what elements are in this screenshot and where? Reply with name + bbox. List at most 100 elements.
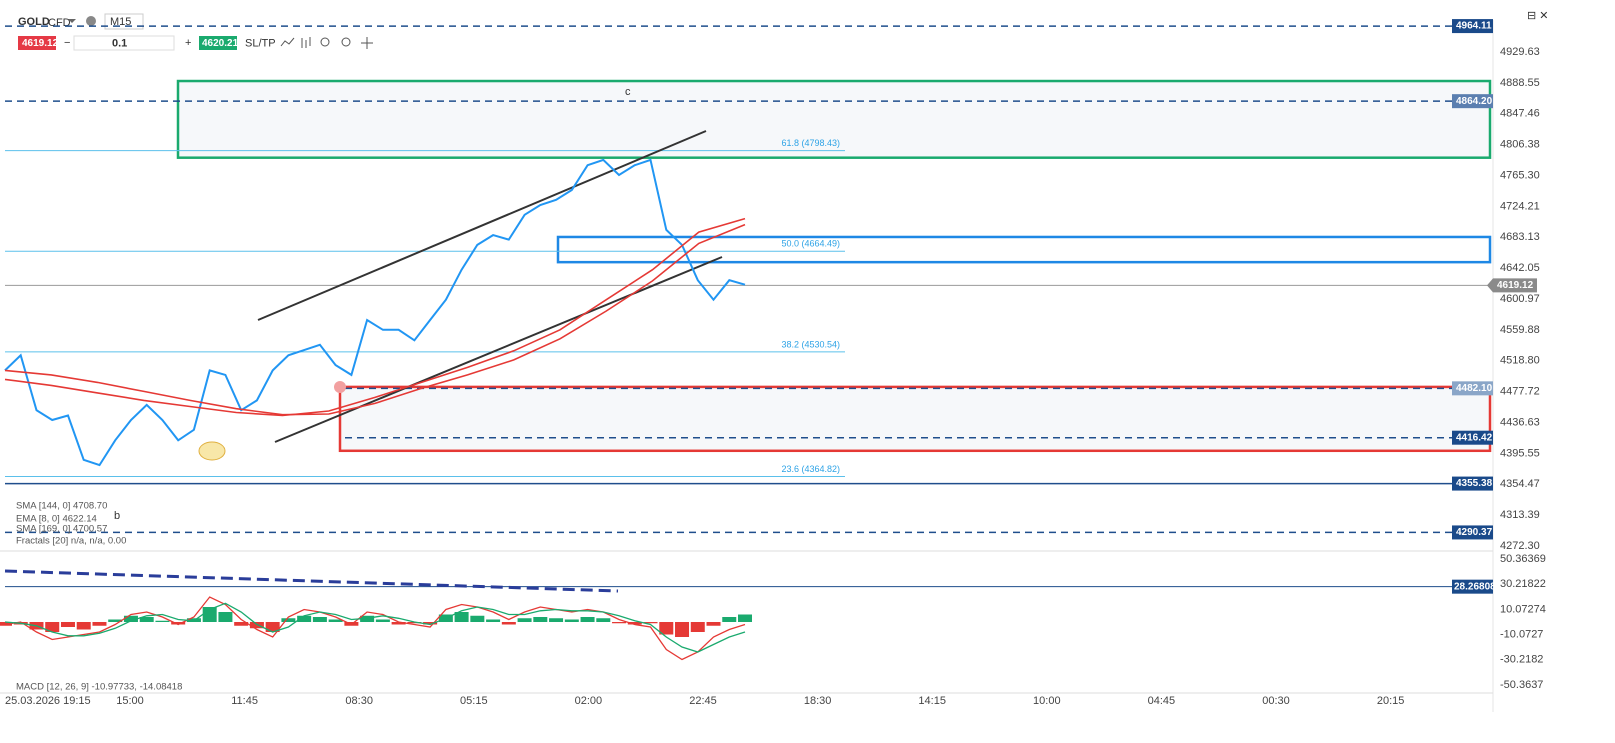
y-tick-label: 4477.72: [1500, 386, 1540, 398]
histogram-bar: [533, 617, 548, 622]
fib-label: 50.0 (4664.49): [781, 239, 840, 249]
series-line: [4, 158, 746, 467]
level-tag: [1452, 19, 1493, 34]
y-tick-label: 4888.55: [1500, 77, 1540, 89]
x-tick-label: 05:15: [460, 695, 488, 707]
plus[interactable]: +: [185, 37, 191, 49]
legend-entry: SMA [169, 0] 4700.57: [16, 524, 107, 535]
annotation: b: [114, 510, 120, 522]
histogram-bar: [501, 622, 516, 625]
trend-line: [4, 569, 619, 593]
x-tick-label: 10:00: [1033, 695, 1061, 707]
histogram-bar: [659, 622, 674, 635]
channel-line: [257, 130, 707, 321]
y-tick-label: 4600.97: [1500, 293, 1540, 305]
zoom-out[interactable]: [320, 37, 330, 47]
zoom-in[interactable]: [341, 37, 351, 47]
x-tick-label: 18:30: [804, 695, 832, 707]
bars-icon[interactable]: [301, 37, 311, 48]
histogram-bar: [123, 615, 138, 622]
fib-label: 23.6 (4364.82): [781, 464, 840, 474]
x-tick-label: 02:00: [575, 695, 603, 707]
level-tag: [1452, 430, 1493, 445]
x-tick-label: 00:30: [1262, 695, 1290, 707]
level-tag: [1452, 525, 1493, 540]
histogram-bar: [155, 620, 170, 622]
minus[interactable]: −: [64, 37, 70, 49]
histogram-bar: [549, 618, 564, 622]
y-tick-label: 4642.05: [1500, 262, 1540, 274]
buy-price: 4620.21: [202, 38, 239, 49]
sell-button[interactable]: [18, 36, 56, 50]
histogram-bar: [265, 622, 280, 632]
y-tick-label: 4765.30: [1500, 169, 1540, 181]
level-tag-label: 28.26808: [1454, 581, 1496, 592]
x-tick-label: 22:45: [689, 695, 717, 707]
x-tick-label: 14:15: [918, 695, 946, 707]
crosshair[interactable]: [361, 37, 373, 49]
macd-line: [4, 602, 746, 653]
dropdown[interactable]: [68, 19, 76, 23]
histogram-bar: [722, 617, 737, 622]
series-line: [4, 223, 746, 416]
y-tick-label: -10.0727: [1500, 628, 1543, 640]
info-icon[interactable]: [86, 16, 96, 26]
symbol: GOLD: [18, 16, 50, 28]
level-tag-label: 4482.10: [1456, 383, 1493, 394]
histogram-bar: [202, 607, 217, 622]
zone: [338, 385, 1492, 453]
line-icon[interactable]: [280, 37, 295, 47]
window-buttons[interactable]: ⊟ ✕: [1527, 10, 1549, 22]
highlight: [198, 441, 226, 461]
point-marker: [334, 381, 346, 393]
macd-line: [4, 596, 746, 661]
histogram-bar: [76, 622, 91, 630]
y-tick-label: -30.2182: [1500, 654, 1543, 666]
histogram-bar: [312, 617, 327, 622]
y-tick-label: 4683.13: [1500, 231, 1540, 243]
histogram-bar: [690, 622, 705, 632]
fib-label: 38.2 (4530.54): [781, 339, 840, 349]
lot-input[interactable]: [73, 35, 175, 51]
histogram-bar: [234, 622, 249, 626]
level-tag: [1452, 476, 1493, 491]
y-tick-label: 4806.38: [1500, 139, 1540, 151]
histogram-bar: [108, 619, 123, 622]
zone: [176, 79, 1492, 159]
y-tick-label: 50.36369: [1500, 553, 1546, 565]
level-tag: [1452, 579, 1493, 594]
histogram-bar: [139, 617, 154, 622]
x-tick-label: 20:15: [1377, 695, 1405, 707]
histogram-bar: [375, 619, 390, 622]
legend-entry: EMA [8, 0] 4622.14: [16, 514, 97, 525]
sltp[interactable]: SL/TP: [245, 37, 276, 49]
histogram-bar: [171, 622, 186, 625]
annotation: c: [625, 86, 631, 98]
histogram-bar: [423, 622, 438, 625]
current-price-label: 4619.12: [1497, 280, 1534, 291]
y-tick-label: 4847.46: [1500, 108, 1540, 120]
buy-button[interactable]: [199, 36, 237, 50]
sell-price: 4619.12: [22, 38, 59, 49]
timeframe: M15: [110, 16, 131, 28]
timeframe-box[interactable]: [104, 13, 144, 30]
x-tick-label: 08:30: [345, 695, 373, 707]
histogram-bar: [92, 622, 107, 626]
level-tag: [1452, 94, 1493, 109]
y-tick-label: 10.07274: [1500, 603, 1546, 615]
legend-entry: Fractals [20] n/a, n/a, 0.00: [16, 536, 126, 547]
legend-entry: MACD [12, 26, 9] -10.97733, -14.08418: [16, 682, 182, 693]
histogram-bar: [391, 622, 406, 625]
y-tick-label: 4436.63: [1500, 416, 1540, 428]
level-tag-label: 4416.42: [1456, 432, 1493, 443]
histogram-bar: [564, 619, 579, 622]
histogram-bar: [470, 615, 485, 622]
level-tag-label: 4355.38: [1456, 478, 1493, 489]
y-tick-label: 4395.55: [1500, 447, 1540, 459]
histogram-bar: [486, 619, 501, 622]
level-tag-label: 4864.20: [1456, 96, 1493, 107]
y-tick-label: 4313.39: [1500, 509, 1540, 521]
histogram-bar: [454, 612, 469, 622]
